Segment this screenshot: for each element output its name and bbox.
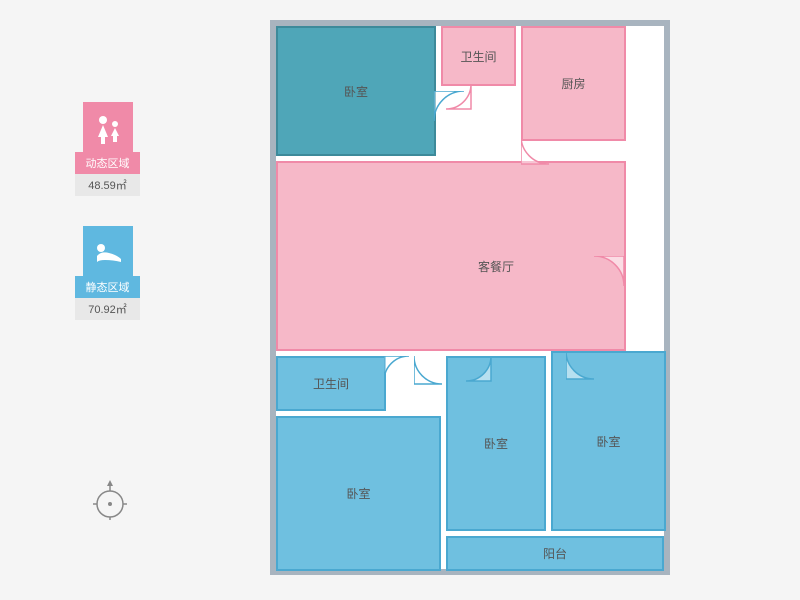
legend-static-title: 静态区域	[75, 276, 140, 298]
legend-static: 静态区域 70.92㎡	[75, 226, 140, 320]
room-bedroom: 卧室	[551, 351, 666, 531]
door-arc	[446, 84, 496, 134]
room-label: 卫生间	[313, 375, 349, 392]
room-label: 卧室	[346, 485, 370, 502]
legend-dynamic: 动态区域 48.59㎡	[75, 102, 140, 196]
family-icon	[83, 102, 133, 152]
room-blue: 卧室	[446, 356, 546, 531]
room-label: 卫生间	[460, 48, 496, 65]
room-bathroom: 卫生间	[276, 356, 386, 411]
room-balcony: 阳台	[446, 536, 664, 571]
rest-icon	[83, 226, 133, 276]
legend-dynamic-value: 48.59㎡	[75, 174, 140, 196]
legend-dynamic-title: 动态区域	[75, 152, 140, 174]
door-arc	[384, 356, 434, 406]
room-bedroom: 卧室	[276, 26, 436, 156]
door-arc	[434, 91, 494, 151]
floorplan: 卧室卫生间厨房客餐厅卫生间卧室卧室卧室阳台	[270, 20, 670, 575]
room-label: 客餐厅	[478, 258, 514, 275]
legend-static-value: 70.92㎡	[75, 298, 140, 320]
compass-icon	[90, 480, 130, 520]
room-label: 厨房	[561, 75, 585, 92]
room-kitchen: 厨房	[521, 26, 626, 141]
room-label: 卧室	[344, 83, 368, 100]
room-living: 客餐厅	[276, 161, 626, 351]
legend-panel: 动态区域 48.59㎡ 静态区域 70.92㎡	[75, 102, 140, 350]
room-label: 卧室	[596, 433, 620, 450]
room-label: 阳台	[543, 545, 567, 562]
room-bathroom: 卫生间	[441, 26, 516, 86]
room-label: 卧室	[484, 435, 508, 452]
room-bedroom: 卧室	[276, 416, 441, 571]
